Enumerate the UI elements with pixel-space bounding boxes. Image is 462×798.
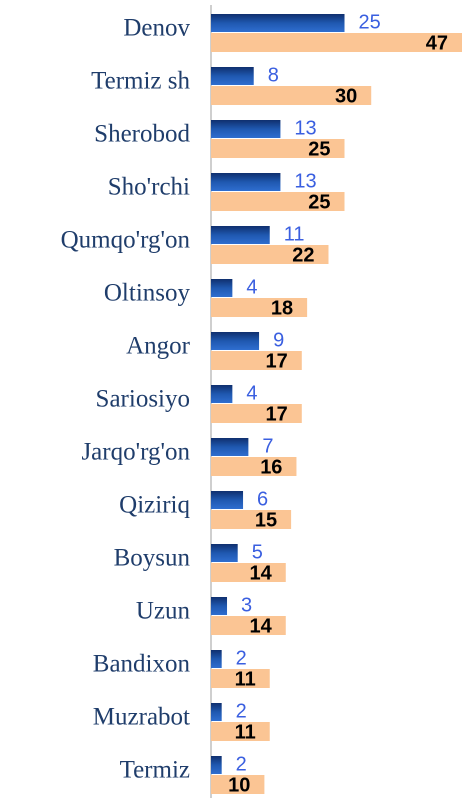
bar <box>211 775 265 794</box>
category-label: Qiziriq <box>119 492 190 519</box>
value-label: 17 <box>266 403 288 425</box>
value-label: 25 <box>359 11 381 33</box>
bar <box>211 14 345 32</box>
bar <box>211 597 228 615</box>
category-label: Sherobod <box>94 121 190 148</box>
bar <box>211 298 308 317</box>
value-label: 4 <box>246 382 257 404</box>
value-label: 14 <box>250 615 273 637</box>
category-label: Jarqo'rg'on <box>81 439 190 466</box>
value-label: 14 <box>250 562 273 584</box>
value-label: 8 <box>268 64 279 86</box>
category-label: Muzrabot <box>93 704 190 731</box>
value-label: 2 <box>236 700 247 722</box>
category-label: Uzun <box>136 598 191 625</box>
value-label: 5 <box>252 541 263 563</box>
bar <box>211 544 238 562</box>
category-label: Sho'rchi <box>108 174 190 201</box>
value-label: 13 <box>294 117 316 139</box>
bar <box>211 563 286 582</box>
bar <box>211 669 270 688</box>
value-label: 17 <box>266 350 288 372</box>
category-label: Angor <box>126 333 191 360</box>
value-label: 15 <box>255 509 277 531</box>
value-label: 4 <box>246 276 257 298</box>
value-label: 18 <box>271 297 293 319</box>
value-label: 25 <box>308 138 330 160</box>
bar <box>211 120 281 138</box>
bar <box>211 616 286 635</box>
bar <box>211 86 372 105</box>
bar <box>211 756 222 774</box>
bar <box>211 245 329 264</box>
category-label: Denov <box>123 15 190 42</box>
value-label: 13 <box>294 170 316 192</box>
bar <box>211 279 233 297</box>
value-label: 16 <box>260 456 282 478</box>
category-label: Bandixon <box>93 651 191 678</box>
bar <box>211 457 297 476</box>
bar <box>211 385 233 403</box>
value-label: 22 <box>292 244 314 266</box>
bar <box>211 173 281 191</box>
value-label: 11 <box>235 721 256 743</box>
category-label: Sariosiyo <box>96 386 190 413</box>
bar <box>211 404 302 423</box>
category-label: Boysun <box>114 545 191 572</box>
bar <box>211 226 270 244</box>
value-label: 11 <box>284 223 305 245</box>
category-label: Qumqo'rg'on <box>61 227 191 254</box>
value-label: 3 <box>241 594 252 616</box>
bar <box>211 703 222 721</box>
value-label: 10 <box>228 774 250 796</box>
value-label: 25 <box>308 191 330 213</box>
value-label: 11 <box>235 668 256 690</box>
bar <box>211 192 345 211</box>
bar <box>211 491 244 509</box>
value-label: 7 <box>262 435 273 457</box>
bar <box>211 438 249 456</box>
bar <box>211 351 302 370</box>
category-label: Oltinsoy <box>104 280 191 307</box>
category-label: Termiz <box>120 757 190 784</box>
value-label: 9 <box>273 329 284 351</box>
value-label: 47 <box>426 32 448 54</box>
bar <box>211 722 270 741</box>
bar <box>211 33 462 52</box>
bar <box>211 332 260 350</box>
value-label: 2 <box>236 647 247 669</box>
category-label: Termiz sh <box>91 68 190 95</box>
value-label: 2 <box>236 753 247 775</box>
bar <box>211 510 292 529</box>
bar <box>211 67 254 85</box>
value-label: 6 <box>257 488 268 510</box>
bar <box>211 139 345 158</box>
value-label: 30 <box>335 85 357 107</box>
bar <box>211 650 222 668</box>
